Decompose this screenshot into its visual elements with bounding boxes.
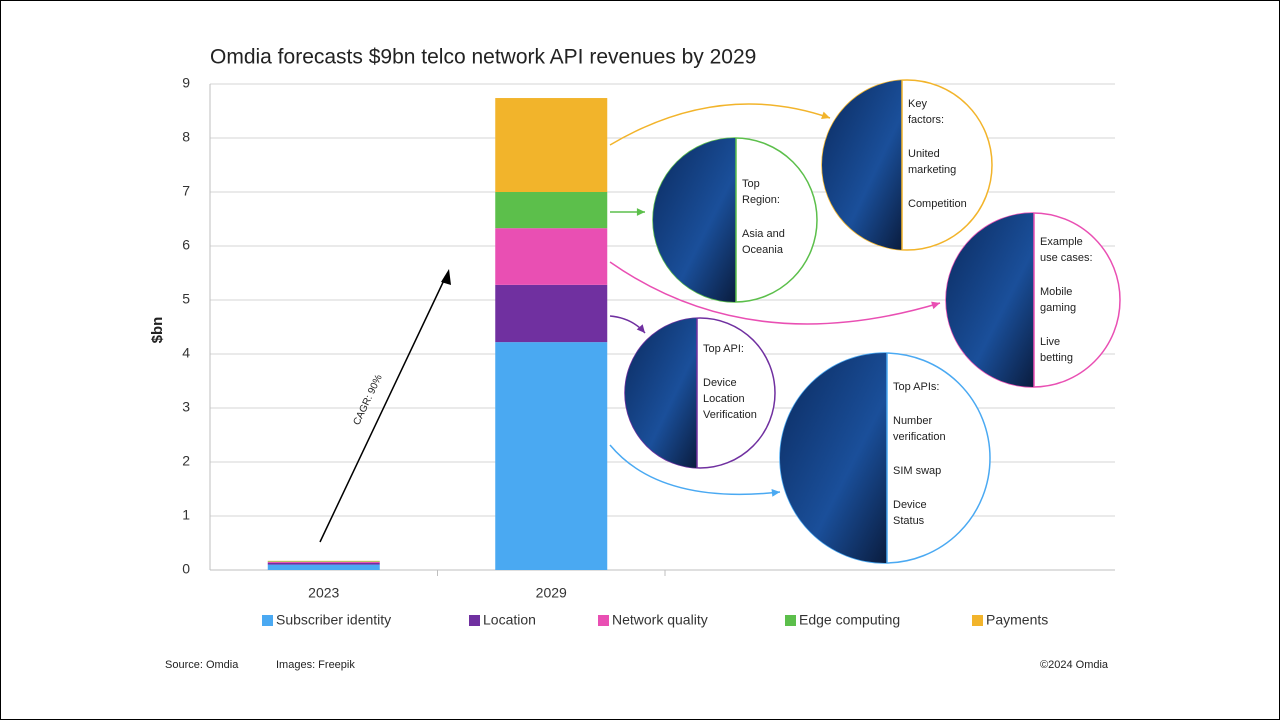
callout-text: Device	[893, 499, 927, 511]
legend-label: Location	[483, 612, 536, 628]
legend-swatch	[598, 615, 609, 626]
legend-label: Subscriber identity	[276, 612, 391, 628]
callout-text: Device	[703, 377, 737, 389]
callout-arrowhead	[931, 301, 940, 310]
callout-image	[779, 353, 887, 563]
y-tick-label: 2	[182, 453, 190, 469]
source: Source: Omdia	[165, 659, 239, 671]
callout-arrow	[609, 261, 941, 325]
callout-text: Location	[703, 393, 745, 405]
legend-swatch	[785, 615, 796, 626]
callout-image	[821, 80, 902, 250]
chart-title: Omdia forecasts $9bn telco network API r…	[210, 46, 756, 69]
callout-image	[652, 138, 736, 302]
cagr-arrow	[319, 275, 447, 543]
callout-text: Region:	[742, 194, 780, 206]
callout-text: Key	[908, 98, 927, 110]
bar-segment	[267, 561, 380, 563]
callout-text: Asia and	[742, 228, 785, 240]
y-tick-label: 7	[182, 183, 190, 199]
bar-segment	[267, 561, 380, 562]
callout-text: verification	[893, 431, 946, 443]
callout-text: use cases:	[1040, 252, 1093, 264]
callout-text: gaming	[1040, 302, 1076, 314]
y-tick-label: 0	[182, 561, 190, 577]
callout-text: Competition	[908, 198, 967, 210]
callout-arrowhead	[821, 111, 830, 120]
callout-image	[945, 213, 1034, 388]
callout-text: Live	[1040, 336, 1060, 348]
callout-text: Top APIs:	[893, 381, 939, 393]
bar-segment	[495, 284, 608, 343]
callout-arrowhead	[636, 324, 645, 333]
y-tick-label: 8	[182, 129, 190, 145]
cagr-arrowhead	[441, 269, 451, 285]
y-tick-label: 4	[182, 345, 190, 361]
bar-segment	[495, 192, 608, 229]
callout-arrowhead	[771, 488, 780, 497]
callout-text: Mobile	[1040, 286, 1072, 298]
callout-arrow	[609, 444, 781, 495]
bar-segment	[267, 562, 380, 565]
callout-text: factors:	[908, 114, 944, 126]
bar-segment	[495, 342, 608, 570]
callout-text: Example	[1040, 236, 1083, 248]
callout-text: Oceania	[742, 244, 784, 256]
callout-arrow	[609, 103, 831, 146]
callout-image	[625, 318, 697, 468]
callout-text: Verification	[703, 409, 757, 421]
legend-swatch	[972, 615, 983, 626]
callout-text: United	[908, 148, 940, 160]
bar-segment	[495, 98, 608, 192]
bar-segment	[495, 228, 608, 285]
legend-label: Edge computing	[799, 612, 900, 628]
callout-text: Number	[893, 415, 932, 427]
y-tick-label: 5	[182, 291, 190, 307]
bar-segment	[267, 564, 380, 570]
legend-swatch	[469, 615, 480, 626]
legend-label: Payments	[986, 612, 1048, 628]
callout-text: SIM swap	[893, 465, 941, 477]
bar-segment	[267, 560, 380, 562]
callout-text: Top API:	[703, 343, 744, 355]
copyright: ©2024 Omdia	[1040, 659, 1109, 671]
x-tick-label: 2029	[536, 585, 567, 601]
callout-text: marketing	[908, 164, 956, 176]
callout-text: Top	[742, 178, 760, 190]
y-tick-label: 3	[182, 399, 190, 415]
legend-label: Network quality	[612, 612, 708, 628]
y-tick-label: 6	[182, 237, 190, 253]
legend-swatch	[262, 615, 273, 626]
callout-text: Status	[893, 515, 925, 527]
y-tick-label: 1	[182, 507, 190, 523]
x-tick-label: 2023	[308, 585, 339, 601]
image-credit: Images: Freepik	[276, 659, 355, 671]
callout-text: betting	[1040, 352, 1073, 364]
y-tick-label: 9	[182, 75, 190, 91]
callout-arrowhead	[636, 208, 645, 216]
y-axis-label: $bn	[149, 317, 166, 344]
